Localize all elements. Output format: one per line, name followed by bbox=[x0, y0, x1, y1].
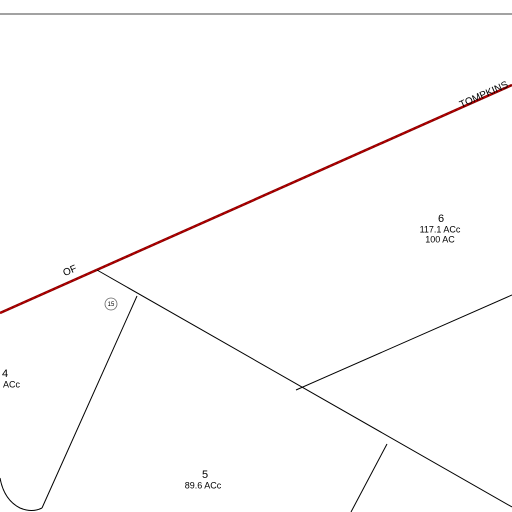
parcel-boundary bbox=[41, 295, 138, 509]
marker-label: 15 bbox=[108, 302, 115, 308]
parcel-boundary bbox=[295, 294, 512, 391]
road-label: OF bbox=[61, 263, 78, 279]
parcel-boundary bbox=[0, 477, 43, 511]
parcel-area: 117.1 ACc bbox=[420, 224, 461, 234]
parcel-boundary bbox=[350, 443, 388, 512]
marker-circle bbox=[104, 297, 118, 311]
parcel-area: ACc bbox=[3, 379, 21, 389]
parcel-boundary bbox=[96, 269, 512, 508]
parcel-number: 6 bbox=[438, 213, 444, 225]
parcel-number: 4 bbox=[2, 368, 8, 380]
parcel-area: 89.6 ACc bbox=[185, 480, 222, 490]
parcel-number: 5 bbox=[202, 469, 208, 481]
road-line-inner bbox=[0, 84, 512, 314]
parcel-assessed: 100 AC bbox=[425, 234, 455, 244]
